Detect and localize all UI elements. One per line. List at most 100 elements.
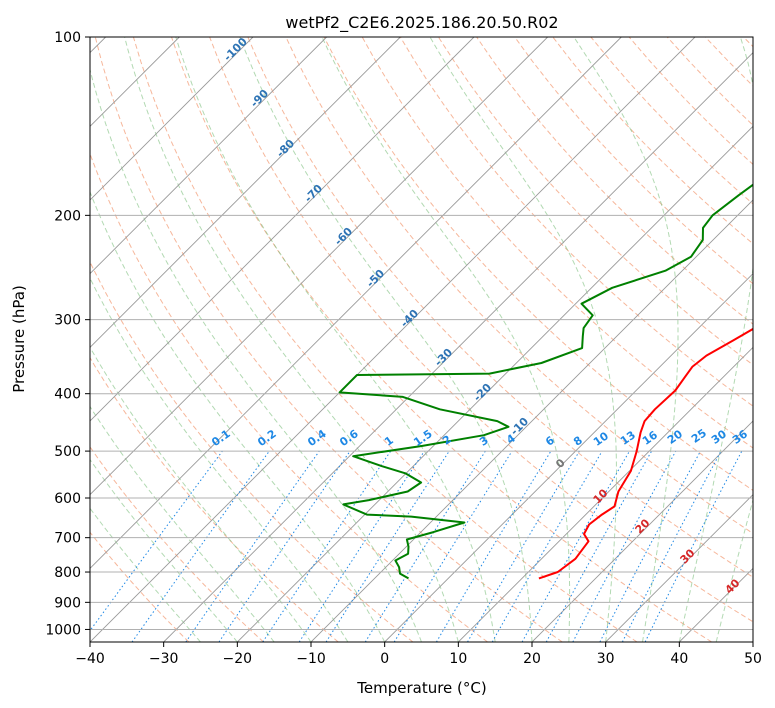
mixing-ratio-label: 0.2	[255, 427, 278, 449]
moist-adiabat	[678, 37, 753, 642]
mixing-ratio-line	[298, 450, 425, 642]
isotherm-line	[458, 346, 753, 642]
mixing-ratio-line	[131, 450, 270, 642]
theta-label: -90	[248, 87, 271, 110]
x-axis-label: Temperature (°C)	[356, 679, 486, 697]
x-tick-label: 20	[523, 651, 541, 667]
y-axis: 100 200 300 400 500 600 700 800 900 1000	[45, 30, 90, 638]
dry-adiabat	[323, 37, 753, 491]
isobar-gridlines	[90, 37, 753, 630]
isotherm-line	[531, 420, 753, 642]
chart-title: wetPf2_C2E6.2025.186.20.50.R02	[285, 13, 558, 33]
dry-adiabat	[90, 260, 414, 642]
mixing-ratio-line	[325, 450, 450, 642]
moist-adiabat	[90, 277, 349, 642]
mixing-ratio-label: 13	[618, 428, 638, 447]
background-reference-lines	[90, 37, 753, 642]
moist-adiabat	[90, 67, 422, 642]
dry-adiabat	[171, 37, 712, 642]
theta-label: -30	[432, 346, 455, 369]
mixing-ratio-label: 0.6	[337, 427, 361, 449]
dry-adiabat	[704, 37, 753, 87]
temperature-label: 40	[723, 576, 743, 596]
dewpoint-profile	[338, 183, 753, 580]
theta-label: -40	[398, 307, 421, 330]
dry-adiabat	[514, 37, 753, 285]
mixing-ratio-line	[599, 450, 701, 642]
dry-adiabat	[437, 37, 753, 366]
mixing-ratio-line	[435, 450, 552, 642]
x-tick-label: 0	[380, 651, 389, 667]
y-tick-label: 600	[54, 491, 81, 507]
dry-adiabat	[90, 446, 264, 642]
y-tick-label: 500	[54, 444, 81, 460]
x-tick-label: 50	[744, 651, 762, 667]
dry-adiabat	[90, 152, 488, 642]
moist-adiabat	[175, 37, 496, 642]
dry-adiabat	[132, 37, 638, 642]
y-tick-label: 100	[54, 30, 81, 46]
mixing-ratio-line	[185, 450, 320, 642]
moist-adiabat	[429, 37, 617, 642]
mixing-ratio-line	[218, 450, 351, 642]
mixing-ratio-label: 1	[382, 434, 396, 449]
x-tick-label: −30	[149, 651, 179, 667]
mixing-ratio-line	[262, 450, 392, 642]
isotherm-line	[90, 37, 548, 496]
isotherm-line	[90, 37, 696, 642]
y-axis-label: Pressure (hPa)	[10, 285, 28, 393]
isotherm-line	[90, 37, 475, 422]
dry-adiabat	[743, 37, 753, 48]
isotherm-line	[90, 37, 622, 569]
plot-frame	[89, 36, 754, 643]
moist-adiabat	[321, 37, 571, 642]
sounding-profiles	[338, 183, 753, 580]
dry-adiabat	[361, 37, 753, 449]
y-tick-label: 800	[54, 565, 81, 581]
dry-adiabat	[209, 37, 753, 623]
isotherm-line	[163, 52, 753, 642]
y-tick-label: 900	[54, 595, 81, 611]
mixing-ratio-label: 8	[571, 434, 585, 449]
theta-label: -60	[332, 225, 355, 248]
reference-line-labels: -100-90-80-70-60-50-40-30-20-100.1 0.2 0.4…	[209, 35, 750, 597]
y-tick-label: 400	[54, 387, 81, 403]
y-tick-label: 1000	[45, 622, 81, 638]
temperature-label: 30	[678, 546, 698, 566]
mixing-ratio-label: 20	[665, 427, 685, 447]
isotherm-line	[752, 641, 753, 642]
temperature-profile	[538, 327, 753, 580]
y-tick-label: 200	[54, 208, 81, 224]
moist-adiabat	[715, 498, 753, 642]
y-tick-label: 300	[54, 313, 81, 329]
mixing-ratio-label: 1.5	[411, 427, 434, 449]
theta-label: -100	[221, 35, 250, 64]
mixing-ratio-label: 30	[709, 427, 729, 447]
dry-adiabat	[247, 37, 753, 578]
isotherm-line	[605, 494, 753, 642]
mixing-ratio-line	[467, 450, 580, 642]
isotherm-line	[90, 37, 327, 275]
theta-label: -80	[274, 137, 297, 160]
mixing-ratio-label: 0.4	[305, 427, 329, 449]
moist-adiabat	[239, 37, 533, 642]
isotherm-line	[310, 199, 753, 642]
mixing-ratio-line	[621, 450, 722, 642]
moist-adiabat	[90, 346, 312, 642]
dry-adiabat	[94, 37, 563, 642]
mixing-ratio-line	[545, 450, 653, 642]
dry-adiabat	[285, 37, 753, 535]
mixing-ratio-label: 16	[640, 428, 660, 448]
dry-adiabat	[399, 37, 753, 407]
dry-adiabat	[90, 356, 339, 642]
theta-label: -20	[471, 381, 494, 404]
isotherm-line	[679, 567, 753, 642]
theta-label: -70	[302, 182, 325, 205]
mixing-ratio-line	[644, 450, 743, 642]
mixing-ratio-label: 25	[689, 426, 709, 445]
moist-adiabat	[90, 507, 201, 642]
mixing-ratio-line	[393, 450, 513, 642]
theta-label: -50	[364, 267, 387, 290]
mixing-ratio-line	[572, 450, 677, 642]
moist-adiabat	[90, 405, 275, 642]
